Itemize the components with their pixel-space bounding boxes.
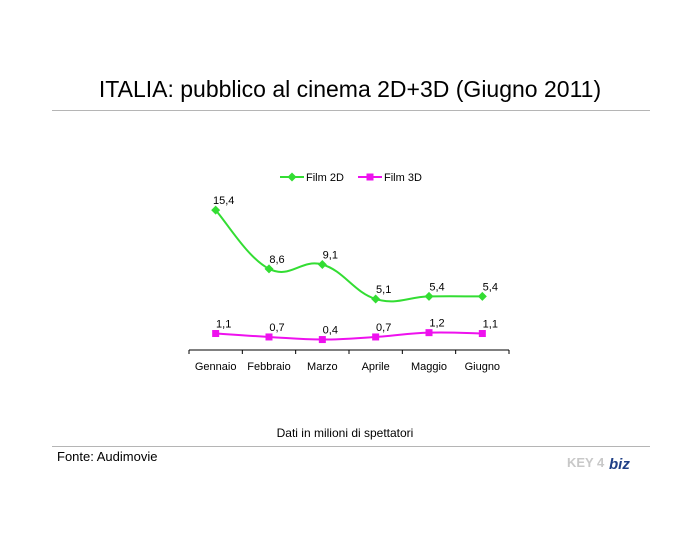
data-point bbox=[318, 336, 326, 344]
chart-series: 15,4 8,6 9,1 5,1 5,4 5,4 1,1 0,7 0,4 0,7 1,2 1,1 bbox=[211, 195, 498, 344]
series-1: 15,4 8,6 9,1 5,1 5,4 5,4 bbox=[211, 195, 498, 304]
data-point bbox=[264, 264, 274, 274]
legend-marker bbox=[366, 173, 374, 181]
x-tick-label: Gennaio bbox=[195, 361, 237, 373]
chart-note: Dati in milioni di spettatori bbox=[276, 426, 414, 440]
data-label: 0,7 bbox=[376, 322, 391, 334]
data-label: 9,1 bbox=[323, 250, 338, 262]
data-point bbox=[372, 333, 380, 341]
data-label: 5,4 bbox=[429, 281, 444, 293]
x-tick-label: Maggio bbox=[411, 361, 447, 373]
legend-marker bbox=[287, 172, 297, 182]
data-label: 1,1 bbox=[483, 319, 498, 331]
data-point bbox=[317, 260, 327, 270]
x-tick-label: Marzo bbox=[307, 361, 338, 373]
logo-biz-text: biz bbox=[609, 456, 630, 473]
logo-key-text: KEY bbox=[567, 455, 594, 470]
data-label: 5,4 bbox=[483, 281, 498, 293]
data-point bbox=[371, 294, 381, 304]
series-line bbox=[215, 331, 483, 341]
data-label: 8,6 bbox=[269, 254, 284, 266]
data-label: 1,1 bbox=[216, 319, 231, 331]
x-tick-label: Aprile bbox=[362, 361, 390, 373]
footer-divider bbox=[52, 446, 650, 447]
legend-label: Film 2D bbox=[306, 172, 344, 184]
data-label: 15,4 bbox=[213, 195, 234, 207]
data-point bbox=[425, 329, 433, 337]
data-point bbox=[424, 291, 434, 301]
data-point bbox=[477, 291, 487, 301]
logo-number-text: 4 bbox=[597, 455, 605, 470]
legend-item-1: Film 2D bbox=[280, 172, 344, 184]
data-point bbox=[478, 330, 486, 338]
data-point bbox=[265, 333, 273, 341]
x-tick-labels: Gennaio Febbraio Marzo Aprile Maggio Giugno bbox=[195, 361, 500, 373]
data-label: 0,7 bbox=[269, 322, 284, 334]
data-label: 1,2 bbox=[429, 318, 444, 330]
data-point bbox=[211, 205, 221, 215]
x-tick-label: Giugno bbox=[465, 361, 500, 373]
data-label: 5,1 bbox=[376, 284, 391, 296]
data-label: 0,4 bbox=[323, 325, 338, 337]
chart-legend: Film 2D Film 3D bbox=[280, 172, 422, 184]
legend-label: Film 3D bbox=[384, 172, 422, 184]
x-tick-label: Febbraio bbox=[247, 361, 290, 373]
source-text: Fonte: Audimovie bbox=[57, 449, 158, 464]
series-2: 1,1 0,7 0,4 0,7 1,2 1,1 bbox=[212, 318, 498, 344]
data-point bbox=[212, 330, 220, 338]
title-divider bbox=[52, 110, 650, 111]
key4biz-logo: KEY 4 biz bbox=[567, 455, 630, 473]
page-title: ITALIA: pubblico al cinema 2D+3D (Giugno… bbox=[98, 76, 602, 102]
x-axis-ticks bbox=[188, 350, 510, 354]
legend-item-2: Film 3D bbox=[358, 172, 422, 184]
